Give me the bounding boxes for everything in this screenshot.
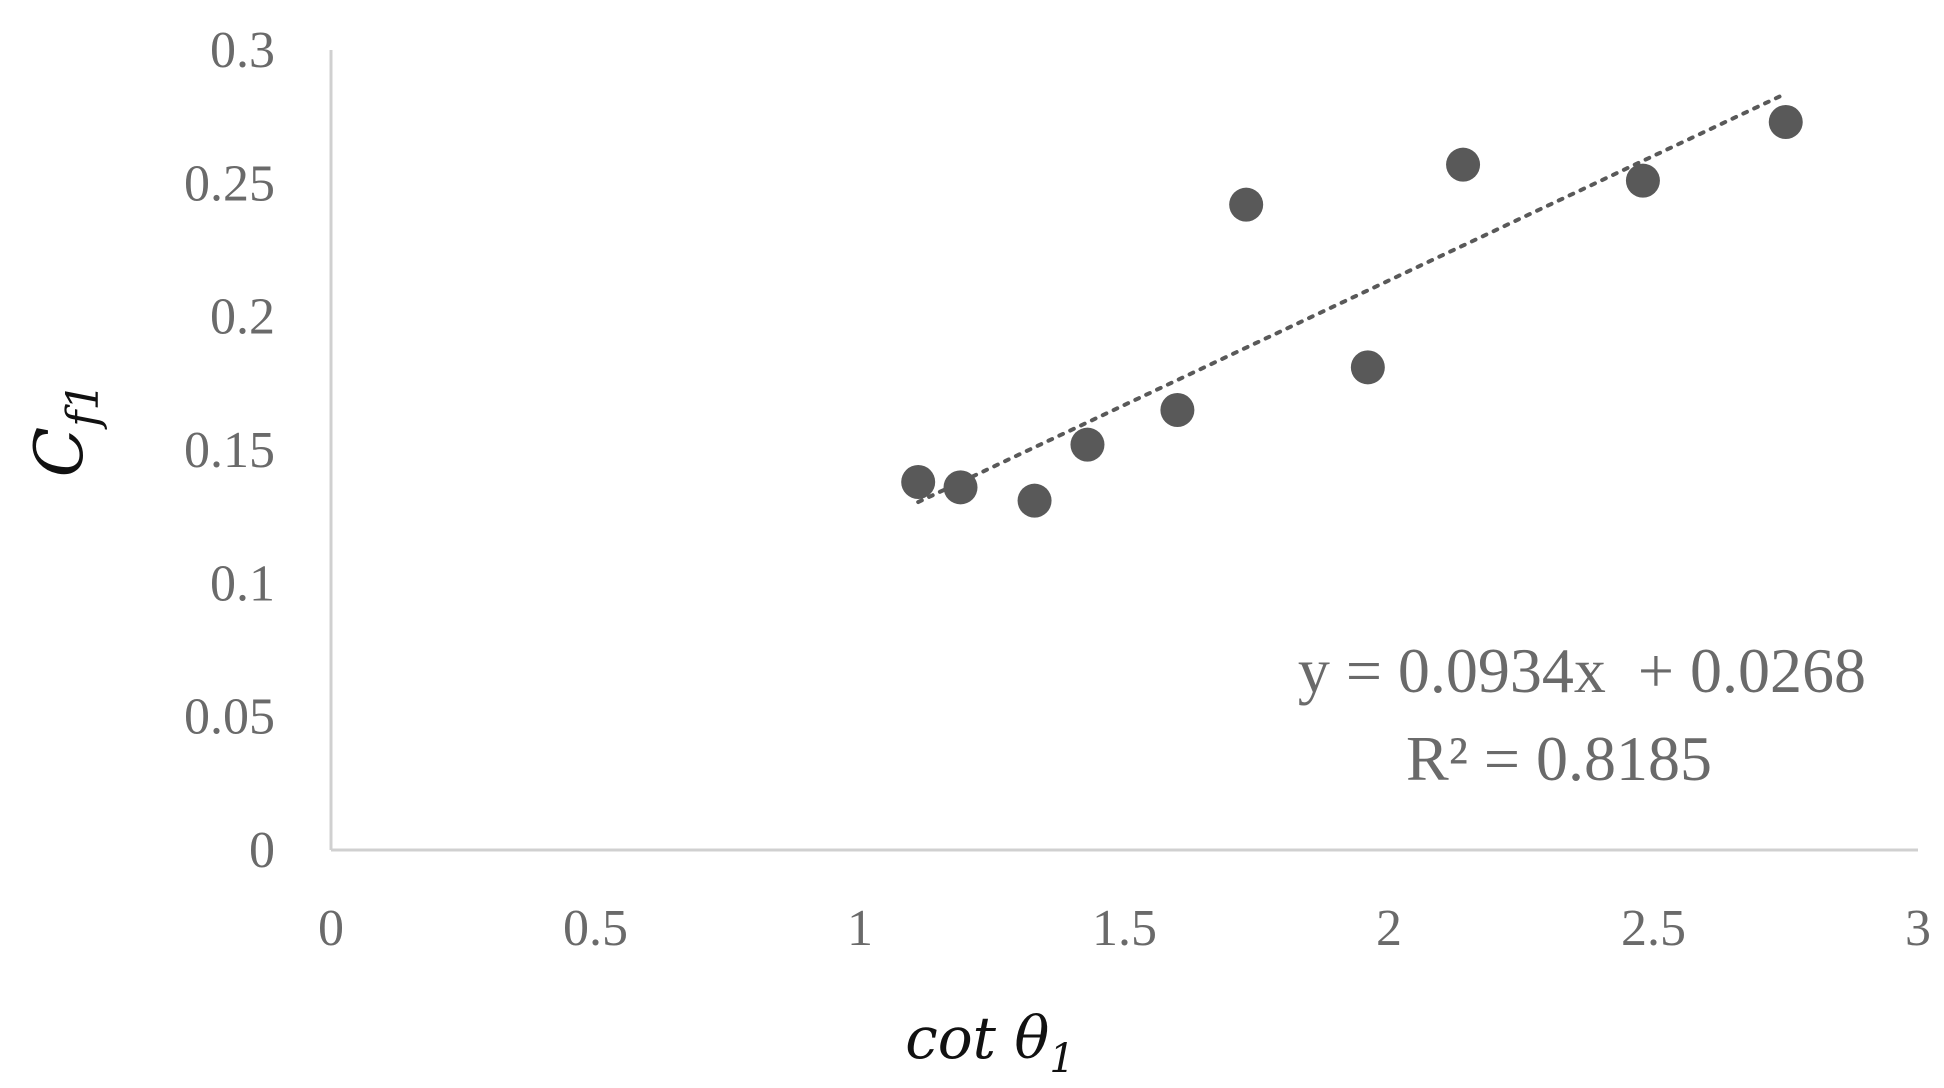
r-squared-text: R² = 0.8185: [1406, 723, 1712, 794]
data-point: [901, 465, 936, 499]
axes: [329, 50, 1918, 852]
x-tick-label: 3: [1905, 900, 1931, 957]
x-tick-label: 1.5: [1092, 900, 1157, 957]
x-tick-label: 0.5: [563, 900, 628, 957]
trendline-equation: y = 0.0934x + 0.0268 R² = 0.8185: [1298, 635, 1866, 794]
data-point: [1350, 350, 1385, 385]
trendline: [916, 91, 1788, 505]
x-tick-label: 0: [318, 900, 344, 957]
y-tick-label: 0: [249, 822, 275, 879]
equation-text: y = 0.0934x + 0.0268: [1298, 635, 1866, 706]
y-tick-labels: 0 0.05 0.1 0.15 0.2 0.25 0.3: [184, 22, 275, 879]
x-axis-title-base: cot θ: [905, 1004, 1049, 1072]
y-axis-title: Cf1: [21, 383, 109, 478]
data-point: [1625, 163, 1660, 198]
x-tick-label: 2.5: [1621, 900, 1686, 957]
data-point: [1160, 393, 1195, 427]
x-tick-labels: 0 0.5 1 1.5 2 2.5 3: [318, 900, 1931, 957]
y-tick-label: 0.1: [210, 555, 275, 612]
x-axis-title: cot θ1: [905, 1004, 1075, 1082]
x-axis-title-sub: 1: [1049, 1036, 1074, 1082]
data-point: [1017, 483, 1052, 518]
y-tick-label: 0.15: [184, 422, 275, 479]
y-axis-title-sub: f1: [58, 383, 109, 430]
y-tick-label: 0.25: [184, 155, 275, 212]
data-point: [1446, 147, 1481, 182]
x-tick-label: 1: [847, 900, 873, 957]
y-tick-label: 0.2: [210, 289, 275, 346]
data-point: [943, 470, 978, 505]
y-tick-label: 0.05: [184, 689, 275, 746]
data-point: [1768, 105, 1803, 139]
x-tick-label: 2: [1376, 900, 1402, 957]
data-points: [901, 105, 1803, 518]
data-point: [1070, 427, 1105, 462]
y-tick-label: 0.3: [210, 22, 275, 79]
data-point: [1229, 187, 1264, 222]
y-axis-title-base: C: [21, 427, 98, 478]
